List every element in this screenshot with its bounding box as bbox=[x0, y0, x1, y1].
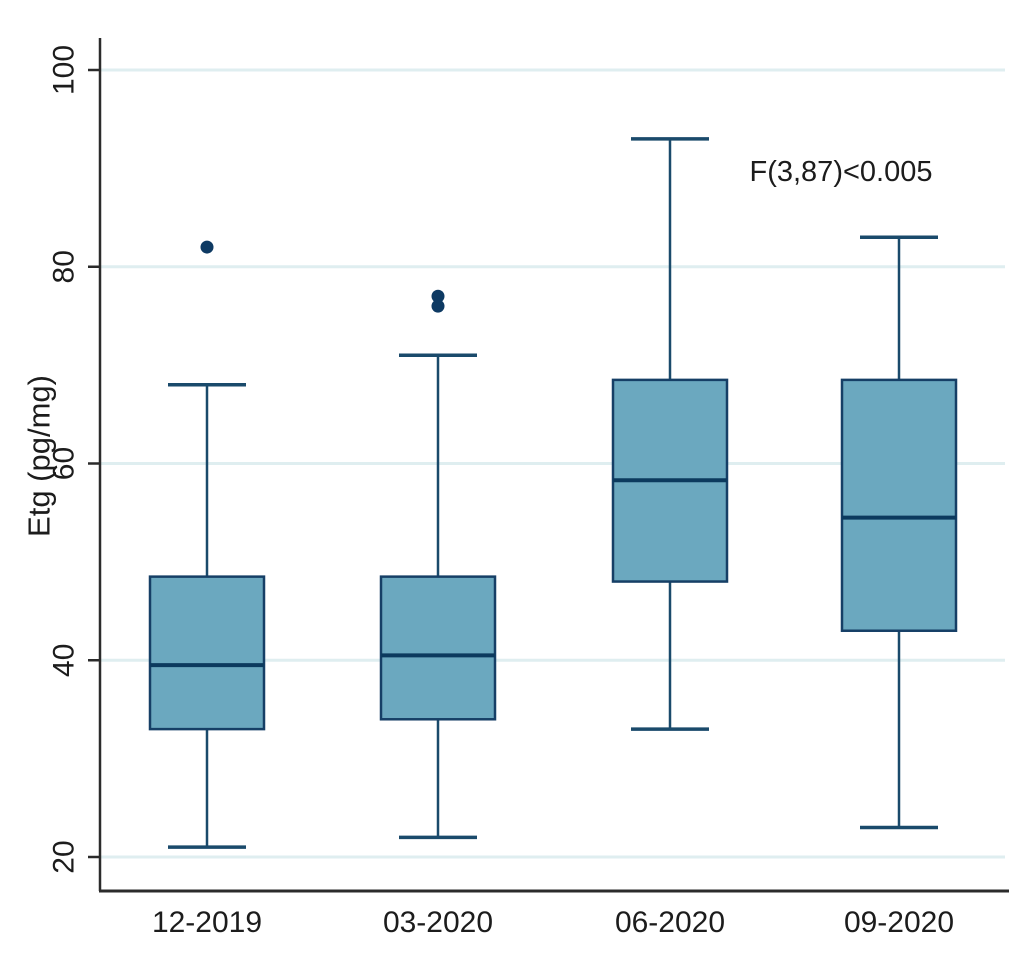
y-tick-label: 100 bbox=[48, 45, 81, 95]
y-tick-label: 60 bbox=[48, 447, 81, 480]
x-tick-label: 09-2020 bbox=[844, 906, 954, 939]
y-tick-label: 20 bbox=[48, 840, 81, 873]
y-axis-title: Etg (pg/mg) bbox=[22, 375, 57, 537]
outlier-dot bbox=[200, 240, 214, 254]
y-tick-label: 40 bbox=[48, 644, 81, 677]
x-tick-label: 06-2020 bbox=[615, 906, 725, 939]
x-tick-label: 12-2019 bbox=[152, 906, 262, 939]
annotation-text: F(3,87)<0.005 bbox=[750, 156, 933, 188]
y-tick-label: 80 bbox=[48, 250, 81, 283]
box-rect bbox=[148, 575, 266, 731]
x-tick-label: 03-2020 bbox=[383, 906, 493, 939]
box-rect bbox=[840, 378, 958, 632]
outlier-dot bbox=[431, 299, 445, 313]
outlier-dot bbox=[431, 289, 445, 303]
box-rect bbox=[379, 575, 497, 721]
